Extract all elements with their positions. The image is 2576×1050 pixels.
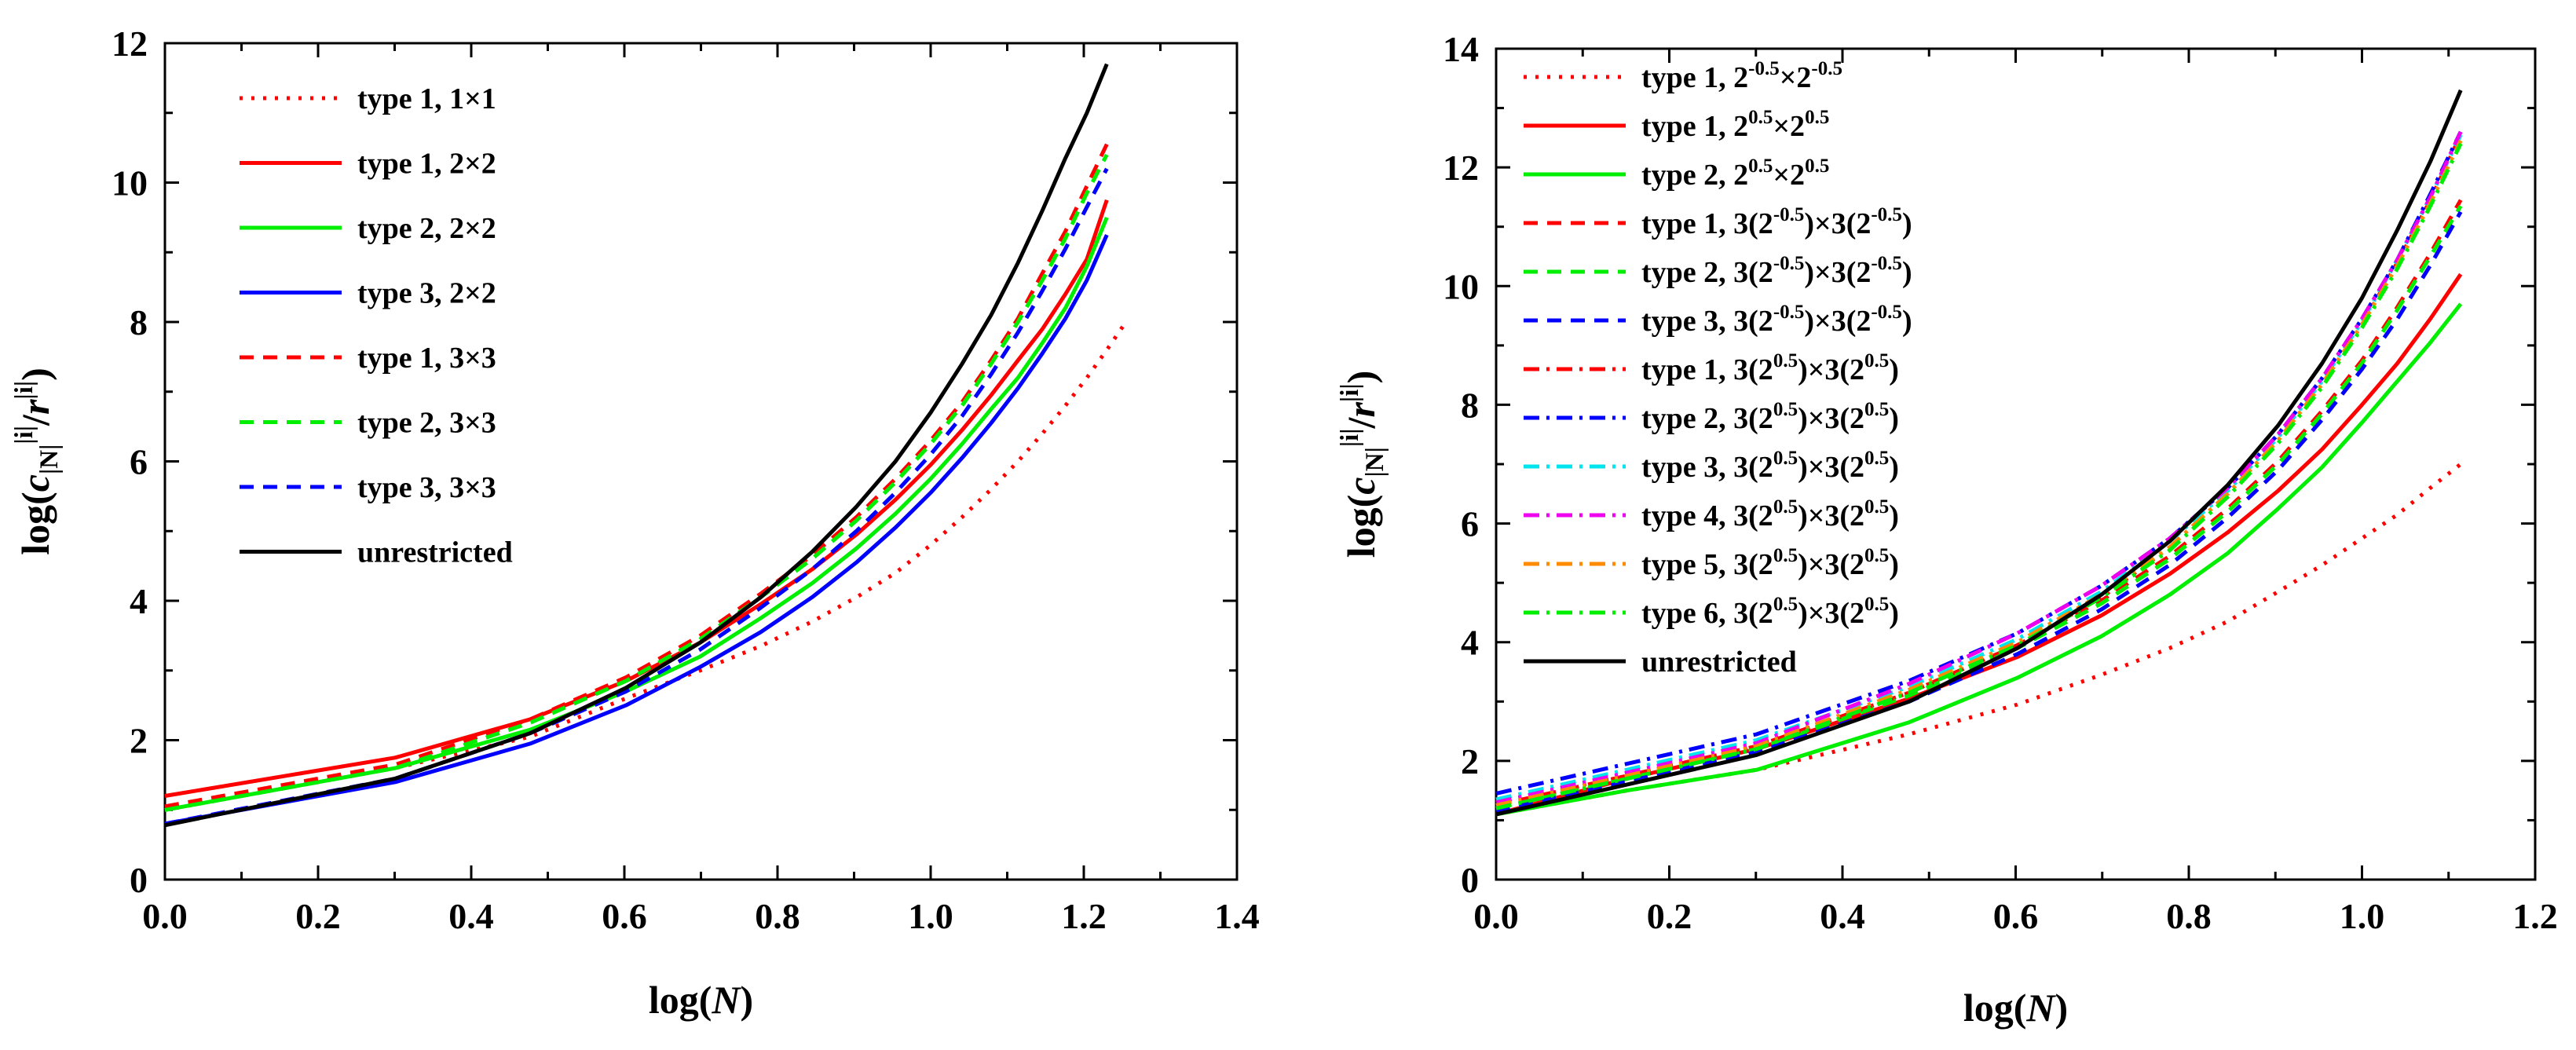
chart1-y-tick-label: 12 xyxy=(112,24,148,64)
chart1-y-tick-label: 6 xyxy=(130,442,148,482)
chart1-x-tick-label: 0.8 xyxy=(755,896,800,936)
chart2-legend-label-1: type 1, 2-0.5×2-0.5 xyxy=(1641,58,1842,94)
chart-left: 0.0 0.2 0.4 0.6 0.8 1.0 1.2 1.4 0 2 4 6 8 10 12 log(N) l… xyxy=(10,24,1260,1022)
chart2-x-axis-title: log(N) xyxy=(1963,986,2068,1030)
chart2-y-tick-label: 6 xyxy=(1461,504,1479,544)
chart1-legend-label-1: type 1, 1×1 xyxy=(357,82,496,115)
chart2-series-line-3 xyxy=(1495,302,2463,817)
chart1-y-tick-label: 8 xyxy=(130,302,148,342)
chart1-y-tick-label: 4 xyxy=(130,581,148,621)
chart1-x-tick-label: 0.0 xyxy=(142,896,188,936)
chart2-y-tick-label: 4 xyxy=(1461,623,1479,663)
chart2-legend-label-5: type 2, 3(2-0.5)×3(2-0.5) xyxy=(1641,253,1912,289)
chart2-y-tick-label: 8 xyxy=(1461,385,1479,425)
chart1-legend-label-4: type 3, 2×2 xyxy=(357,277,496,310)
chart1-y-tick-label: 10 xyxy=(112,163,148,203)
chart1-series-line-1 xyxy=(164,320,1128,812)
chart1-series-line-4 xyxy=(164,234,1109,826)
chart2-legend-label-7: type 1, 3(20.5)×3(20.5) xyxy=(1641,350,1899,386)
chart2-x-tick-label: 0.2 xyxy=(1647,896,1692,936)
chart1-legend-label-6: type 2, 3×3 xyxy=(357,407,496,440)
chart2-legend-label-12: type 6, 3(20.5)×3(20.5) xyxy=(1641,594,1899,630)
chart1-series-line-8 xyxy=(164,63,1109,828)
chart2-series-line-5 xyxy=(1495,205,2463,810)
chart2-y-axis-title: log(c|N||i|/r|i|) xyxy=(1336,371,1389,558)
chart2-legend-label-10: type 4, 3(20.5)×3(20.5) xyxy=(1641,496,1899,532)
chart2-x-tick-label: 0.8 xyxy=(2166,896,2212,936)
chart1-legend-label-2: type 1, 2×2 xyxy=(357,148,496,181)
chart1-series-line-6 xyxy=(164,153,1109,812)
chart2-y-tick-label: 0 xyxy=(1461,860,1479,900)
chart2-y-tick-label: 10 xyxy=(1443,266,1479,306)
chart2-series-line-12 xyxy=(1495,142,2463,810)
chart2-legend-label-4: type 1, 3(2-0.5)×3(2-0.5) xyxy=(1641,204,1912,240)
chart2-series-line-6 xyxy=(1495,210,2463,814)
chart1-legend-label-7: type 3, 3×3 xyxy=(357,471,496,504)
chart2-y-tick-label: 2 xyxy=(1461,741,1479,781)
chart2-y-tick-label: 14 xyxy=(1443,29,1479,69)
chart2-series-line-4 xyxy=(1495,199,2463,807)
chart1-y-tick-label: 0 xyxy=(130,860,148,900)
chart1-x-tick-label: 0.6 xyxy=(602,896,647,936)
chart1-series-line-2 xyxy=(164,199,1109,798)
chart1-legend-label-8: unrestricted xyxy=(357,536,513,569)
chart-right: 0.0 0.2 0.4 0.6 0.8 1.0 1.2 0 2 4 6 8 10 12 14 log(N) lo… xyxy=(1336,29,2558,1030)
chart2-legend-label-8: type 2, 3(20.5)×3(20.5) xyxy=(1641,399,1899,435)
chart1-x-tick-label: 0.4 xyxy=(448,896,494,936)
chart2-legend-label-3: type 2, 20.5×20.5 xyxy=(1641,155,1829,192)
chart2-x-tick-label: 1.2 xyxy=(2512,896,2558,936)
chart2-legend-label-9: type 3, 3(20.5)×3(20.5) xyxy=(1641,448,1899,484)
chart1-series-line-5 xyxy=(164,143,1109,809)
chart1-series-line-7 xyxy=(164,167,1109,826)
chart1-x-axis-title: log(N) xyxy=(649,978,753,1022)
chart1-legend-label-5: type 1, 3×3 xyxy=(357,342,496,375)
chart2-x-tick-label: 1.0 xyxy=(2340,896,2385,936)
chart1-x-tick-label: 0.2 xyxy=(295,896,341,936)
chart2-legend-label-6: type 3, 3(2-0.5)×3(2-0.5) xyxy=(1641,302,1912,338)
chart2-x-tick-label: 0.0 xyxy=(1473,896,1519,936)
chart2-legend-label-2: type 1, 20.5×20.5 xyxy=(1641,107,1829,143)
chart1-series-line-3 xyxy=(164,216,1109,812)
chart1-x-tick-label: 1.2 xyxy=(1061,896,1107,936)
chart2-series-line-9 xyxy=(1495,134,2463,802)
chart1-x-tick-label: 1.0 xyxy=(908,896,953,936)
chart2-x-tick-label: 0.4 xyxy=(1820,896,1865,936)
chart1-y-axis-title: log(c|N||i|/r|i|) xyxy=(10,368,64,555)
chart1-legend-label-3: type 2, 2×2 xyxy=(357,212,496,245)
chart1-x-tick-label: 1.4 xyxy=(1214,896,1260,936)
chart2-y-tick-label: 12 xyxy=(1443,148,1479,188)
chart2-series-line-11 xyxy=(1495,140,2463,807)
chart2-legend-label-11: type 5, 3(20.5)×3(20.5) xyxy=(1641,545,1899,581)
chart1-y-tick-label: 2 xyxy=(130,721,148,761)
chart2-legend-label-13: unrestricted xyxy=(1641,646,1797,679)
chart2-x-tick-label: 0.6 xyxy=(1993,896,2039,936)
chart1-plot-frame xyxy=(163,42,1239,881)
chart2-series-line-13 xyxy=(1495,89,2463,817)
